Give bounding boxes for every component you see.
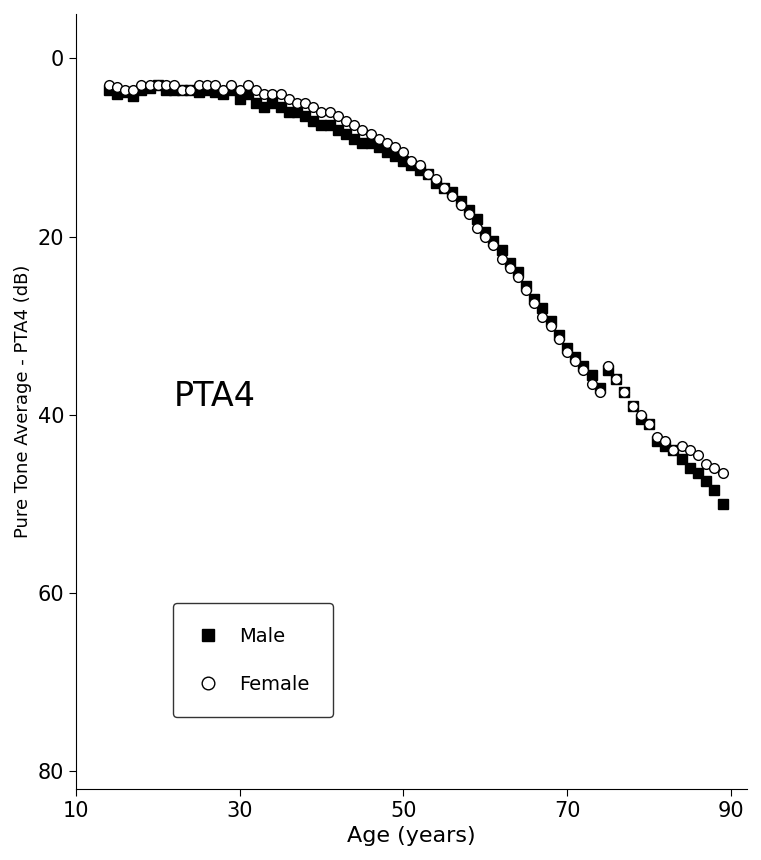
Male (325, 120, 334, 131)
Female (595, 387, 604, 397)
Legend: Male, Female: Male, Female (173, 603, 333, 717)
Male (170, 84, 179, 95)
Y-axis label: Pure Tone Average - PTA4 (dB): Pure Tone Average - PTA4 (dB) (14, 265, 32, 538)
Female (514, 272, 523, 282)
Text: PTA4: PTA4 (174, 380, 256, 414)
Line: Male: Male (103, 80, 728, 508)
Male (431, 178, 441, 188)
Line: Female: Female (103, 80, 728, 477)
Female (161, 80, 170, 90)
Female (317, 107, 326, 117)
Male (153, 80, 162, 90)
Male (718, 499, 727, 509)
Female (718, 468, 727, 478)
Male (603, 365, 613, 375)
Female (104, 80, 113, 90)
Female (497, 254, 506, 264)
Female (423, 169, 432, 180)
Male (104, 84, 113, 95)
X-axis label: Age (years): Age (years) (347, 826, 476, 846)
Male (521, 280, 530, 291)
Male (505, 258, 514, 268)
